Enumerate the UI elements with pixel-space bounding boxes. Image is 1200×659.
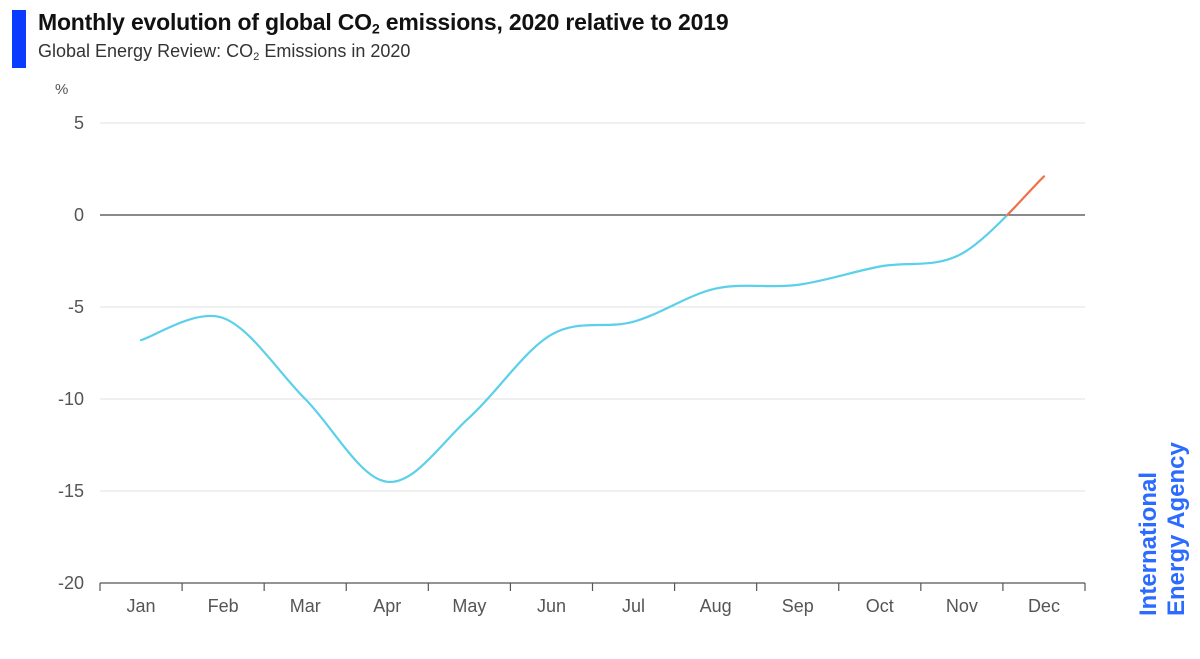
iea-logo: International Energy Agency (1135, 442, 1190, 616)
data-point-jan (139, 338, 144, 343)
accent-bar (12, 10, 26, 68)
data-point-may (467, 415, 472, 420)
data-point-aug (713, 286, 718, 291)
x-tick-label: Apr (373, 596, 401, 616)
data-point-mar (303, 397, 308, 402)
data-point-apr (385, 479, 390, 484)
x-tick-label: May (452, 596, 486, 616)
x-tick-label: Aug (700, 596, 732, 616)
data-point-oct (877, 264, 882, 269)
x-tick-label: Nov (946, 596, 978, 616)
chart-subtitle: Global Energy Review: CO2 Emissions in 2… (38, 41, 411, 63)
data-point-nov (959, 251, 964, 256)
x-tick-label: Dec (1028, 596, 1060, 616)
series-line-below-zero (139, 213, 1009, 483)
y-axis-unit-label: % (55, 81, 68, 98)
data-point-feb (221, 316, 226, 321)
y-tick-label: -5 (68, 297, 84, 317)
x-tick-label: Jul (622, 596, 645, 616)
x-tick-label: Jan (127, 596, 156, 616)
chart-title: Monthly evolution of global CO2 emission… (38, 9, 729, 38)
data-point-sep (795, 282, 800, 287)
data-point-dec (1041, 174, 1046, 179)
x-tick-label: Oct (866, 596, 894, 616)
data-point-jul (631, 319, 636, 324)
y-tick-label: 5 (74, 113, 84, 133)
x-tick-label: Sep (782, 596, 814, 616)
y-tick-label: 0 (74, 205, 84, 225)
y-tick-label: -10 (58, 389, 84, 409)
y-tick-label: -15 (58, 481, 84, 501)
x-tick-label: Jun (537, 596, 566, 616)
y-tick-label: -20 (58, 573, 84, 593)
x-tick-label: Feb (208, 596, 239, 616)
logo-line-2: Energy Agency (1163, 442, 1190, 616)
series-line-above-zero (1006, 175, 1046, 217)
x-tick-label: Mar (290, 596, 321, 616)
data-point-jun (549, 332, 554, 337)
logo-line-1: International (1135, 472, 1162, 616)
